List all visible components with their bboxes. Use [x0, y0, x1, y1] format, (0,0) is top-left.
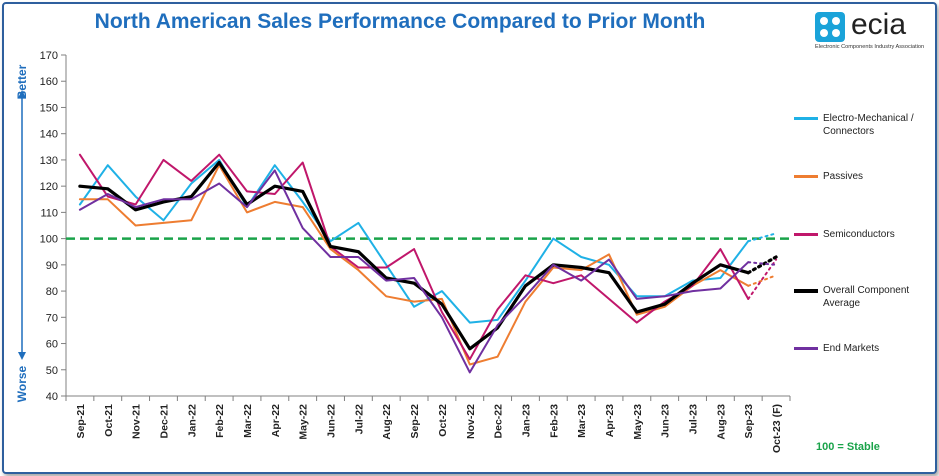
y-tick-label: 70: [46, 312, 58, 324]
y-tick-label: 100: [40, 234, 58, 246]
better-label: Better: [15, 64, 29, 99]
x-tick-label: Jun-23: [660, 404, 672, 438]
legend-label: Overall Component Average: [823, 285, 910, 309]
x-tick-label: Mar-22: [242, 404, 254, 438]
series-forecast-2: [747, 258, 778, 300]
x-tick-label: Feb-23: [548, 404, 560, 438]
arrow-down-icon: [18, 352, 26, 360]
ecia-logo: ecia Electronic Components Industry Asso…: [815, 8, 930, 56]
legend-swatch: [794, 233, 818, 236]
ecia-subtitle: Electronic Components Industry Associati…: [815, 44, 925, 50]
legend-swatch: [794, 347, 818, 350]
x-tick-label: Dec-22: [493, 404, 505, 439]
x-tick-label: Aug-22: [381, 404, 393, 440]
x-tick-label: May-23: [632, 404, 644, 440]
y-tick-label: 110: [40, 207, 58, 219]
x-tick-label: Nov-21: [131, 404, 143, 439]
series-forecast-0: [747, 232, 778, 243]
series-line-0: [78, 158, 750, 324]
series-line-2: [78, 153, 750, 361]
x-tick-label: Jan-22: [186, 404, 198, 437]
x-tick-label: Jul-23: [688, 404, 700, 435]
x-tick-label: Sep-22: [409, 404, 421, 439]
legend-label: Passives: [823, 171, 864, 182]
legend-label: End Markets: [823, 343, 880, 354]
x-tick-label: Jan-23: [520, 404, 532, 437]
legend-swatch: [794, 289, 818, 293]
x-tick-label: Sep-21: [75, 404, 87, 439]
y-tick-label: 50: [46, 365, 58, 377]
x-tick-label: Oct-21: [103, 404, 115, 437]
worse-label: Worse: [15, 365, 29, 402]
x-tick-label: Jun-22: [326, 404, 338, 438]
chart-title: North American Sales Performance Compare…: [94, 10, 706, 33]
legend-swatch: [794, 117, 818, 120]
legend-label: Semiconductors: [823, 229, 895, 240]
ecia-wordmark: ecia: [851, 8, 907, 41]
series-forecast-1: [747, 274, 778, 287]
x-tick-label: Nov-22: [465, 404, 477, 439]
x-tick-label: Apr-23: [604, 404, 616, 437]
ecia-logo-icon: [815, 12, 845, 42]
arrow-up-icon: [18, 90, 26, 98]
series-line-1: [78, 164, 750, 366]
series-line-3: [78, 160, 750, 351]
stable-note: 100 = Stable: [816, 441, 880, 453]
y-tick-label: 130: [40, 155, 58, 167]
x-tick-label: Oct-23 (F): [771, 404, 783, 453]
y-tick-label: 60: [46, 339, 58, 351]
y-tick-label: 80: [46, 286, 58, 298]
series-line-4: [78, 169, 750, 374]
x-tick-label: Jul-22: [353, 404, 365, 435]
y-tick-label: 170: [40, 50, 58, 62]
y-tick-label: 120: [40, 181, 58, 193]
y-tick-label: 140: [40, 129, 58, 141]
y-tick-label: 90: [46, 260, 58, 272]
series-forecast-4: [747, 261, 778, 266]
x-tick-label: Mar-23: [576, 404, 588, 438]
y-tick-label: 40: [46, 391, 58, 403]
x-tick-label: Dec-21: [158, 404, 170, 439]
x-tick-label: Sep-23: [743, 404, 755, 439]
legend-swatch: [794, 175, 818, 178]
y-tick-label: 160: [40, 76, 58, 88]
series-forecast-3: [746, 255, 778, 275]
y-tick-label: 150: [40, 102, 58, 114]
x-tick-label: Apr-22: [270, 404, 282, 437]
x-tick-label: Aug-23: [715, 404, 727, 440]
x-tick-label: May-22: [298, 404, 310, 440]
x-tick-label: Oct-22: [437, 404, 449, 437]
x-tick-label: Feb-22: [214, 404, 226, 438]
legend-label: Electro-Mechanical / Connectors: [823, 113, 914, 137]
